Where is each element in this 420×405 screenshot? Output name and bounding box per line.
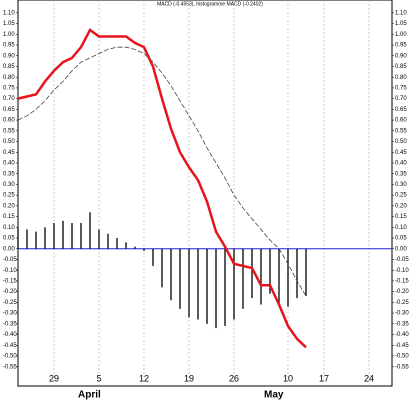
- y-tick-label: 0.00: [3, 246, 15, 252]
- y-tick-label: -0.10: [3, 268, 17, 274]
- y-tick-label-right: -0.05: [395, 257, 409, 263]
- y-tick-label: 0.50: [3, 139, 15, 145]
- y-tick-label-right: 0.55: [395, 128, 407, 134]
- y-tick-label: 0.80: [3, 75, 15, 81]
- y-tick-label-right: 0.10: [395, 225, 407, 231]
- y-tick-label: 0.40: [3, 161, 15, 167]
- y-tick-label-right: 1.00: [395, 32, 407, 38]
- y-tick-label-right: 0.25: [395, 193, 407, 199]
- y-tick-label: 0.95: [3, 43, 15, 49]
- y-tick-label-right: 0.45: [395, 150, 407, 156]
- y-tick-label-right: 0.90: [395, 53, 407, 59]
- y-tick-label-right: 0.70: [395, 96, 407, 102]
- y-tick-label: 0.25: [3, 193, 15, 199]
- y-tick-label: 0.10: [3, 225, 15, 231]
- x-tick-label: 12: [139, 373, 149, 383]
- x-tick-label: 29: [49, 373, 59, 383]
- y-tick-label-right: -0.10: [395, 268, 409, 274]
- y-tick-label-right: 1.10: [395, 10, 407, 16]
- macd-line: [17, 28, 307, 349]
- x-tick-label: 26: [229, 373, 239, 383]
- month-label: May: [264, 390, 284, 400]
- chart-title: MACD (-0.4553), histogramme MACD (-0.240…: [157, 1, 263, 7]
- x-tick-label: 10: [283, 373, 293, 383]
- x-tick-label: 24: [364, 373, 374, 383]
- y-tick-label: 0.55: [3, 128, 15, 134]
- y-tick-label-right: -0.20: [395, 289, 409, 295]
- y-tick-label: 0.15: [3, 214, 15, 220]
- y-tick-label-right: 0.75: [395, 86, 407, 92]
- y-tick-label: 0.45: [3, 150, 15, 156]
- y-tick-label: 0.35: [3, 171, 15, 177]
- y-tick-label: 0.30: [3, 182, 15, 188]
- y-tick-label-right: 0.35: [395, 171, 407, 177]
- y-tick-label: -0.20: [3, 289, 17, 295]
- x-tick-label: 19: [184, 373, 194, 383]
- signal-line: [17, 46, 307, 297]
- y-tick-label-right: 0.15: [395, 214, 407, 220]
- y-tick-label: -0.50: [3, 354, 17, 360]
- y-tick-label: 1.10: [3, 10, 15, 16]
- y-tick-label-right: -0.40: [395, 332, 409, 338]
- x-tick-label: 5: [96, 373, 101, 383]
- y-tick-label-right: -0.15: [395, 279, 409, 285]
- y-tick-label: 0.65: [3, 107, 15, 113]
- x-tick-label: 17: [319, 373, 329, 383]
- y-tick-label: -0.55: [3, 364, 17, 370]
- y-tick-label-right: 0.95: [395, 43, 407, 49]
- y-tick-label: -0.25: [3, 300, 17, 306]
- y-tick-label: -0.30: [3, 311, 17, 317]
- y-tick-label: -0.15: [3, 279, 17, 285]
- y-tick-label-right: -0.45: [395, 343, 409, 349]
- y-tick-label: -0.45: [3, 343, 17, 349]
- y-tick-label: 1.00: [3, 32, 15, 38]
- y-tick-label-right: 0.40: [395, 161, 407, 167]
- y-tick-label: 1.05: [3, 21, 15, 27]
- y-tick-label-right: 0.85: [395, 64, 407, 70]
- y-tick-label: 0.60: [3, 118, 15, 124]
- y-tick-label: 0.70: [3, 96, 15, 102]
- y-tick-label-right: -0.30: [395, 311, 409, 317]
- y-tick-label: -0.35: [3, 321, 17, 327]
- y-tick-label-right: -0.25: [395, 300, 409, 306]
- y-tick-label-right: -0.35: [395, 321, 409, 327]
- y-tick-label: 0.05: [3, 236, 15, 242]
- y-tick-label-right: 0.05: [395, 236, 407, 242]
- y-tick-label-right: 0.00: [395, 246, 407, 252]
- y-tick-label: 0.85: [3, 64, 15, 70]
- y-tick-label-right: 1.05: [395, 21, 407, 27]
- y-tick-label: -0.40: [3, 332, 17, 338]
- y-tick-label-right: -0.55: [395, 364, 409, 370]
- y-tick-label-right: 0.65: [395, 107, 407, 113]
- y-tick-label: 0.75: [3, 86, 15, 92]
- y-tick-label-right: 0.50: [395, 139, 407, 145]
- y-tick-label-right: -0.50: [395, 354, 409, 360]
- month-label: April: [78, 390, 101, 400]
- y-tick-label-right: 0.20: [395, 203, 407, 209]
- y-tick-label: 0.20: [3, 203, 15, 209]
- y-tick-label: 0.90: [3, 53, 15, 59]
- y-tick-label-right: 0.80: [395, 75, 407, 81]
- y-tick-label-right: 0.60: [395, 118, 407, 124]
- y-tick-label: -0.05: [3, 257, 17, 263]
- y-tick-label-right: 0.30: [395, 182, 407, 188]
- plot-frame: [17, 0, 393, 387]
